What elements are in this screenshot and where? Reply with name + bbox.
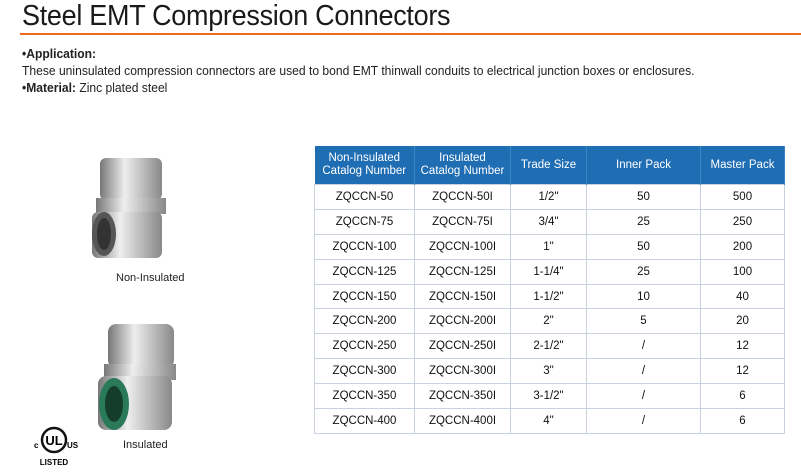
table-cell: 1" [510,233,587,260]
column-header-line: Master Pack [710,158,775,171]
table-cell: 1/2" [510,184,587,210]
table-cell: 3/4" [510,208,587,235]
table-cell: 4" [510,408,587,434]
table-cell: 50 [586,184,701,210]
ul-listed-logo: UL c US LISTED [34,426,78,467]
table-cell: ZQCCN-400I [414,408,511,434]
table-row: ZQCCN-200 ZQCCN-200I 2" 5 20 [314,308,785,335]
table-cell: ZQCCN-350 [314,383,415,410]
table-row: ZQCCN-75 ZQCCN-75I 3/4" 25 250 [314,208,785,235]
table-cell: ZQCCN-50 [314,184,415,210]
table-cell: 50 [586,233,701,260]
table-cell: ZQCCN-50I [414,184,511,210]
table-cell: ZQCCN-350I [414,383,511,410]
column-header-line: Catalog Number [322,165,407,177]
table-cell: ZQCCN-250 [314,333,415,360]
table-cell: / [586,358,701,385]
table-cell: 1-1/2" [510,283,587,310]
table-row: ZQCCN-250 ZQCCN-250I 2-1/2"/12 [314,333,785,360]
table-row: ZQCCN-300 ZQCCN-300I 3"/12 [314,358,785,385]
column-header-line: Non-Insulated [328,152,401,164]
insulated-caption: Insulated [123,439,168,451]
column-header: Non-Insulated Catalog Number [314,146,415,185]
non-insulated-caption: Non-Insulated [116,272,185,284]
product-table: Non-Insulated Catalog Number Insulated Cata… [314,146,785,434]
table-cell: ZQCCN-125I [414,258,511,285]
column-header-line: Inner Pack [616,158,671,171]
table-cell: 25 [586,258,701,285]
table-row: ZQCCN-150 ZQCCN-150I 1-1/2" 10 40 [314,283,785,310]
table-cell: 250 [700,208,785,235]
table-cell: ZQCCN-200I [414,308,511,335]
table-cell: / [586,333,701,360]
svg-text:UL: UL [45,433,62,448]
svg-text:US: US [67,441,78,450]
material-text: Zinc plated steel [75,80,168,95]
table-cell: 3-1/2" [510,383,587,410]
table-cell: 2-1/2" [510,333,587,360]
column-header-line: Insulated [439,152,486,164]
table-row: ZQCCN-350 ZQCCN-350I 3-1/2"/6 [314,383,785,410]
table-cell: ZQCCN-300I [414,358,511,385]
table-header-row: Non-Insulated Catalog Number Insulated Cata… [314,146,785,185]
table-cell: ZQCCN-150I [414,283,511,310]
application-text: These uninsulated compression connectors… [22,63,695,78]
table-cell: 25 [586,208,701,235]
table-cell: 20 [700,308,785,335]
table-row: ZQCCN-50 ZQCCN-50I 1/2" 50 500 [314,184,785,210]
table-cell: 5 [586,308,701,335]
table-cell: ZQCCN-400 [314,408,415,434]
column-header: Inner Pack [586,146,701,185]
column-header: Insulated Catalog Number [414,146,511,185]
column-header: Trade Size [510,146,587,185]
table-row: ZQCCN-100 ZQCCN-100I 1" 50 200 [314,233,785,260]
column-header: Master Pack [700,146,785,185]
table-cell: ZQCCN-150 [314,283,415,310]
table-cell: ZQCCN-125 [314,258,415,285]
column-header-line: Catalog Number [420,165,505,177]
table-cell: ZQCCN-75 [314,208,415,235]
table-cell: 6 [700,408,785,434]
table-cell: 12 [700,358,785,385]
table-cell: 3" [510,358,587,385]
table-cell: 100 [700,258,785,285]
column-header-line: Trade Size [520,158,577,171]
application-label: •Application: [22,46,97,61]
table-cell: 1-1/4" [510,258,587,285]
svg-text:c: c [34,441,39,450]
table-cell: ZQCCN-100I [414,233,511,260]
table-cell: / [586,383,701,410]
table-cell: ZQCCN-200 [314,308,415,335]
table-cell: 200 [700,233,785,260]
svg-text:LISTED: LISTED [40,458,69,467]
title-underline [20,33,801,35]
table-cell: 12 [700,333,785,360]
page-title: Steel EMT Compression Connectors [22,0,451,32]
table-cell: 2" [510,308,587,335]
table-cell: 500 [700,184,785,210]
table-cell: 6 [700,383,785,410]
table-cell: ZQCCN-250I [414,333,511,360]
table-cell: ZQCCN-75I [414,208,511,235]
non-insulated-connector-image [92,158,166,258]
insulated-connector-image [98,324,176,430]
table-cell: 40 [700,283,785,310]
table-cell: / [586,408,701,434]
table-cell: ZQCCN-100 [314,233,415,260]
table-cell: 10 [586,283,701,310]
material-line: •Material: Zinc plated steel [22,80,167,95]
table-cell: ZQCCN-300 [314,358,415,385]
material-label: •Material: [22,80,76,95]
table-row: ZQCCN-400 ZQCCN-400I 4"/6 [314,408,785,434]
table-row: ZQCCN-125 ZQCCN-125I 1-1/4" 25 100 [314,258,785,285]
